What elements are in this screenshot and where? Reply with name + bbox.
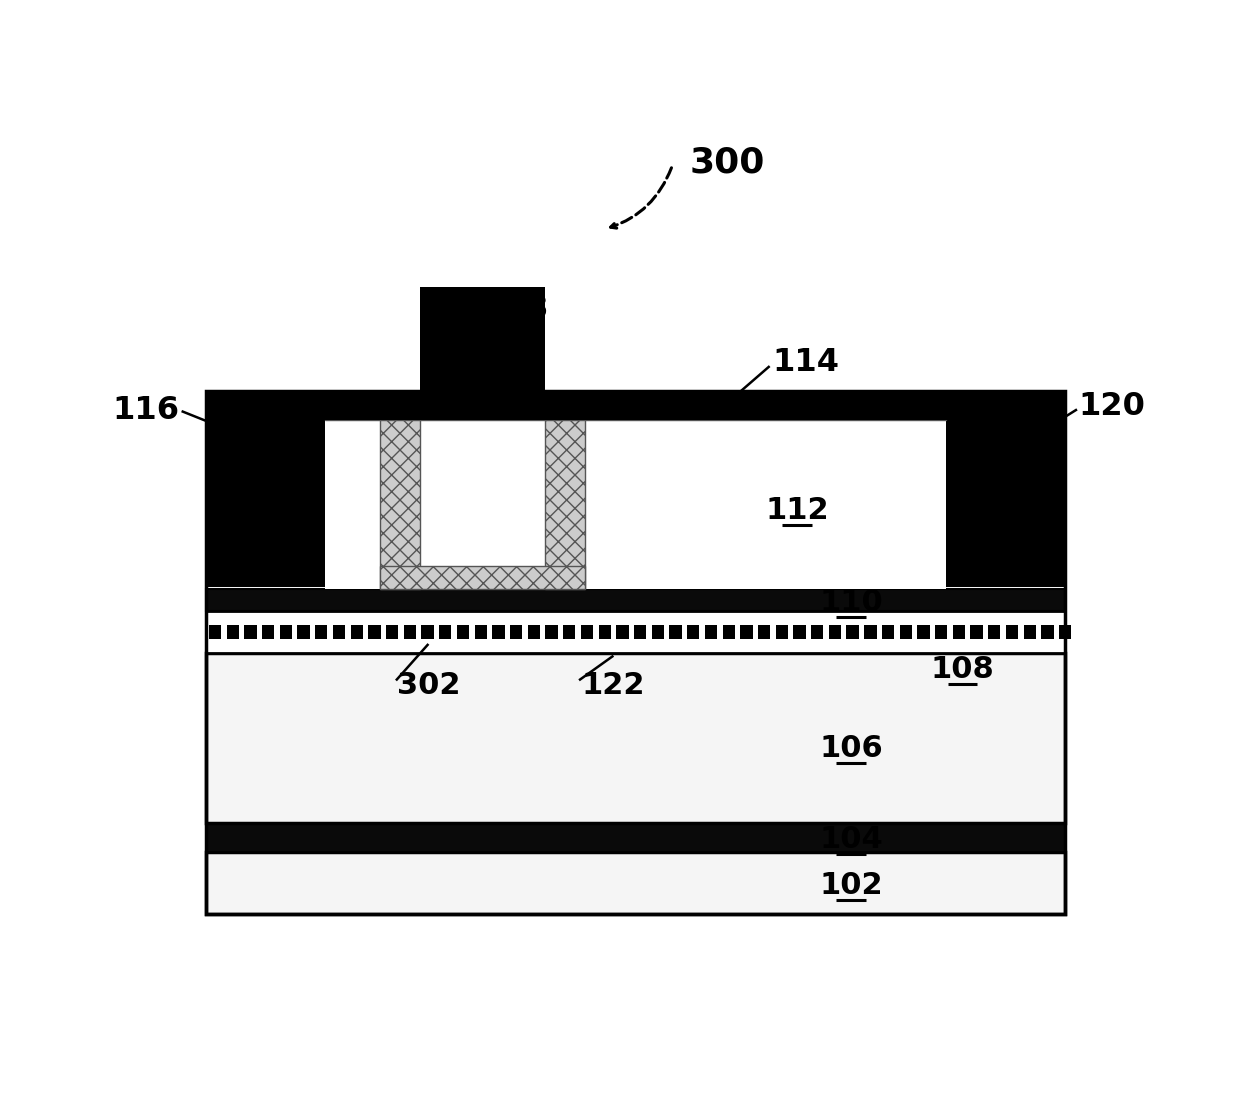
Bar — [776, 625, 787, 639]
Bar — [952, 625, 965, 639]
Bar — [208, 625, 221, 639]
Bar — [244, 625, 257, 639]
Bar — [206, 589, 1065, 611]
Bar — [386, 625, 398, 639]
Bar — [794, 625, 806, 639]
Text: 108: 108 — [931, 655, 994, 684]
Bar — [422, 625, 434, 639]
Text: 112: 112 — [765, 496, 830, 525]
Text: 102: 102 — [820, 871, 883, 900]
Bar — [599, 625, 611, 639]
Bar — [1059, 625, 1071, 639]
Bar — [1006, 625, 1018, 639]
Bar — [670, 625, 682, 639]
Bar — [546, 625, 558, 639]
Text: 300: 300 — [689, 145, 765, 179]
Bar — [882, 625, 894, 639]
Bar — [325, 420, 946, 589]
Bar — [935, 625, 947, 639]
Bar — [828, 625, 841, 639]
Bar — [368, 625, 381, 639]
Text: 116: 116 — [113, 394, 180, 425]
Text: 118: 118 — [481, 294, 548, 325]
Bar — [899, 625, 911, 639]
Bar — [475, 625, 487, 639]
Bar — [580, 625, 593, 639]
Bar — [758, 625, 770, 639]
Bar — [420, 287, 544, 420]
Bar — [1023, 625, 1035, 639]
Bar — [687, 625, 699, 639]
Bar — [723, 625, 735, 639]
Bar — [971, 625, 983, 639]
Text: 110: 110 — [820, 588, 883, 617]
Bar — [206, 391, 1065, 913]
Text: 302: 302 — [397, 671, 460, 701]
Bar — [811, 625, 823, 639]
Bar — [325, 391, 946, 420]
Bar — [206, 611, 1065, 653]
Text: 104: 104 — [820, 825, 883, 855]
Bar — [988, 625, 1001, 639]
Bar — [298, 625, 310, 639]
Bar — [315, 625, 327, 639]
Bar — [616, 625, 629, 639]
Bar — [563, 625, 575, 639]
Bar — [864, 625, 877, 639]
Bar — [740, 625, 753, 639]
Bar — [456, 625, 469, 639]
Bar — [351, 625, 363, 639]
Bar — [439, 625, 451, 639]
Bar — [492, 625, 505, 639]
Bar — [918, 625, 930, 639]
Text: 122: 122 — [582, 671, 645, 701]
Bar — [379, 420, 420, 589]
Bar — [262, 625, 274, 639]
Bar — [206, 823, 1065, 852]
Text: 106: 106 — [820, 734, 883, 764]
Bar — [704, 625, 717, 639]
Bar — [206, 391, 1065, 420]
Bar — [206, 653, 1065, 823]
Bar — [280, 625, 293, 639]
Bar — [206, 391, 325, 587]
Bar — [510, 625, 522, 639]
Bar — [332, 625, 345, 639]
Bar — [379, 567, 585, 589]
Bar — [544, 420, 585, 589]
Bar — [227, 625, 239, 639]
Text: 120: 120 — [1079, 391, 1145, 422]
Bar — [528, 625, 541, 639]
Bar — [206, 852, 1065, 913]
Text: 114: 114 — [773, 346, 839, 377]
Bar — [634, 625, 646, 639]
Bar — [404, 625, 417, 639]
Bar — [1042, 625, 1054, 639]
Bar — [946, 391, 1065, 587]
Bar — [847, 625, 859, 639]
Bar — [652, 625, 663, 639]
